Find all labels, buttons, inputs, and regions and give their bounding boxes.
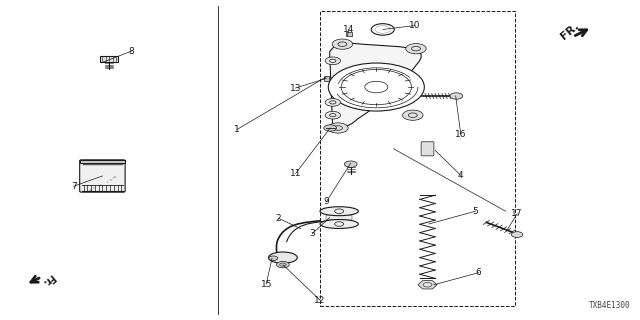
Text: 15: 15 <box>260 280 272 289</box>
Text: 2: 2 <box>276 214 281 223</box>
Polygon shape <box>418 281 437 289</box>
Circle shape <box>328 123 348 133</box>
Text: 5: 5 <box>473 207 478 216</box>
Circle shape <box>324 125 337 131</box>
Bar <box>346 32 352 36</box>
Text: 3: 3 <box>310 229 315 238</box>
Circle shape <box>344 161 357 167</box>
FancyBboxPatch shape <box>80 160 125 192</box>
Text: TXB4E1300: TXB4E1300 <box>589 301 630 310</box>
Text: 16: 16 <box>455 130 467 139</box>
Text: 12: 12 <box>314 296 326 305</box>
Circle shape <box>325 111 340 119</box>
Text: 1: 1 <box>234 125 239 134</box>
Circle shape <box>406 44 426 54</box>
Text: 9: 9 <box>324 197 329 206</box>
Text: 14: 14 <box>343 25 355 34</box>
Bar <box>80 160 125 164</box>
Circle shape <box>269 256 278 260</box>
Text: 13: 13 <box>290 84 301 92</box>
Bar <box>320 11 515 306</box>
Bar <box>100 56 118 62</box>
Ellipse shape <box>320 207 358 216</box>
Circle shape <box>276 261 289 268</box>
Text: 8: 8 <box>129 47 134 56</box>
Circle shape <box>332 39 353 49</box>
Text: Fr.: Fr. <box>40 272 56 288</box>
Text: 4: 4 <box>458 171 463 180</box>
Ellipse shape <box>320 220 358 228</box>
Bar <box>324 76 329 81</box>
Polygon shape <box>330 43 421 131</box>
Text: 10: 10 <box>409 21 420 30</box>
Circle shape <box>325 99 340 106</box>
Text: 17: 17 <box>511 209 523 218</box>
Ellipse shape <box>269 252 297 263</box>
Circle shape <box>403 110 423 120</box>
FancyBboxPatch shape <box>421 142 434 156</box>
Circle shape <box>450 93 463 99</box>
Circle shape <box>325 57 340 65</box>
Text: 6: 6 <box>476 268 481 277</box>
Polygon shape <box>326 215 352 220</box>
Text: 7: 7 <box>71 182 76 191</box>
Text: 11: 11 <box>290 169 301 178</box>
Circle shape <box>328 63 424 111</box>
Text: FR.: FR. <box>559 20 580 42</box>
Circle shape <box>511 232 523 237</box>
